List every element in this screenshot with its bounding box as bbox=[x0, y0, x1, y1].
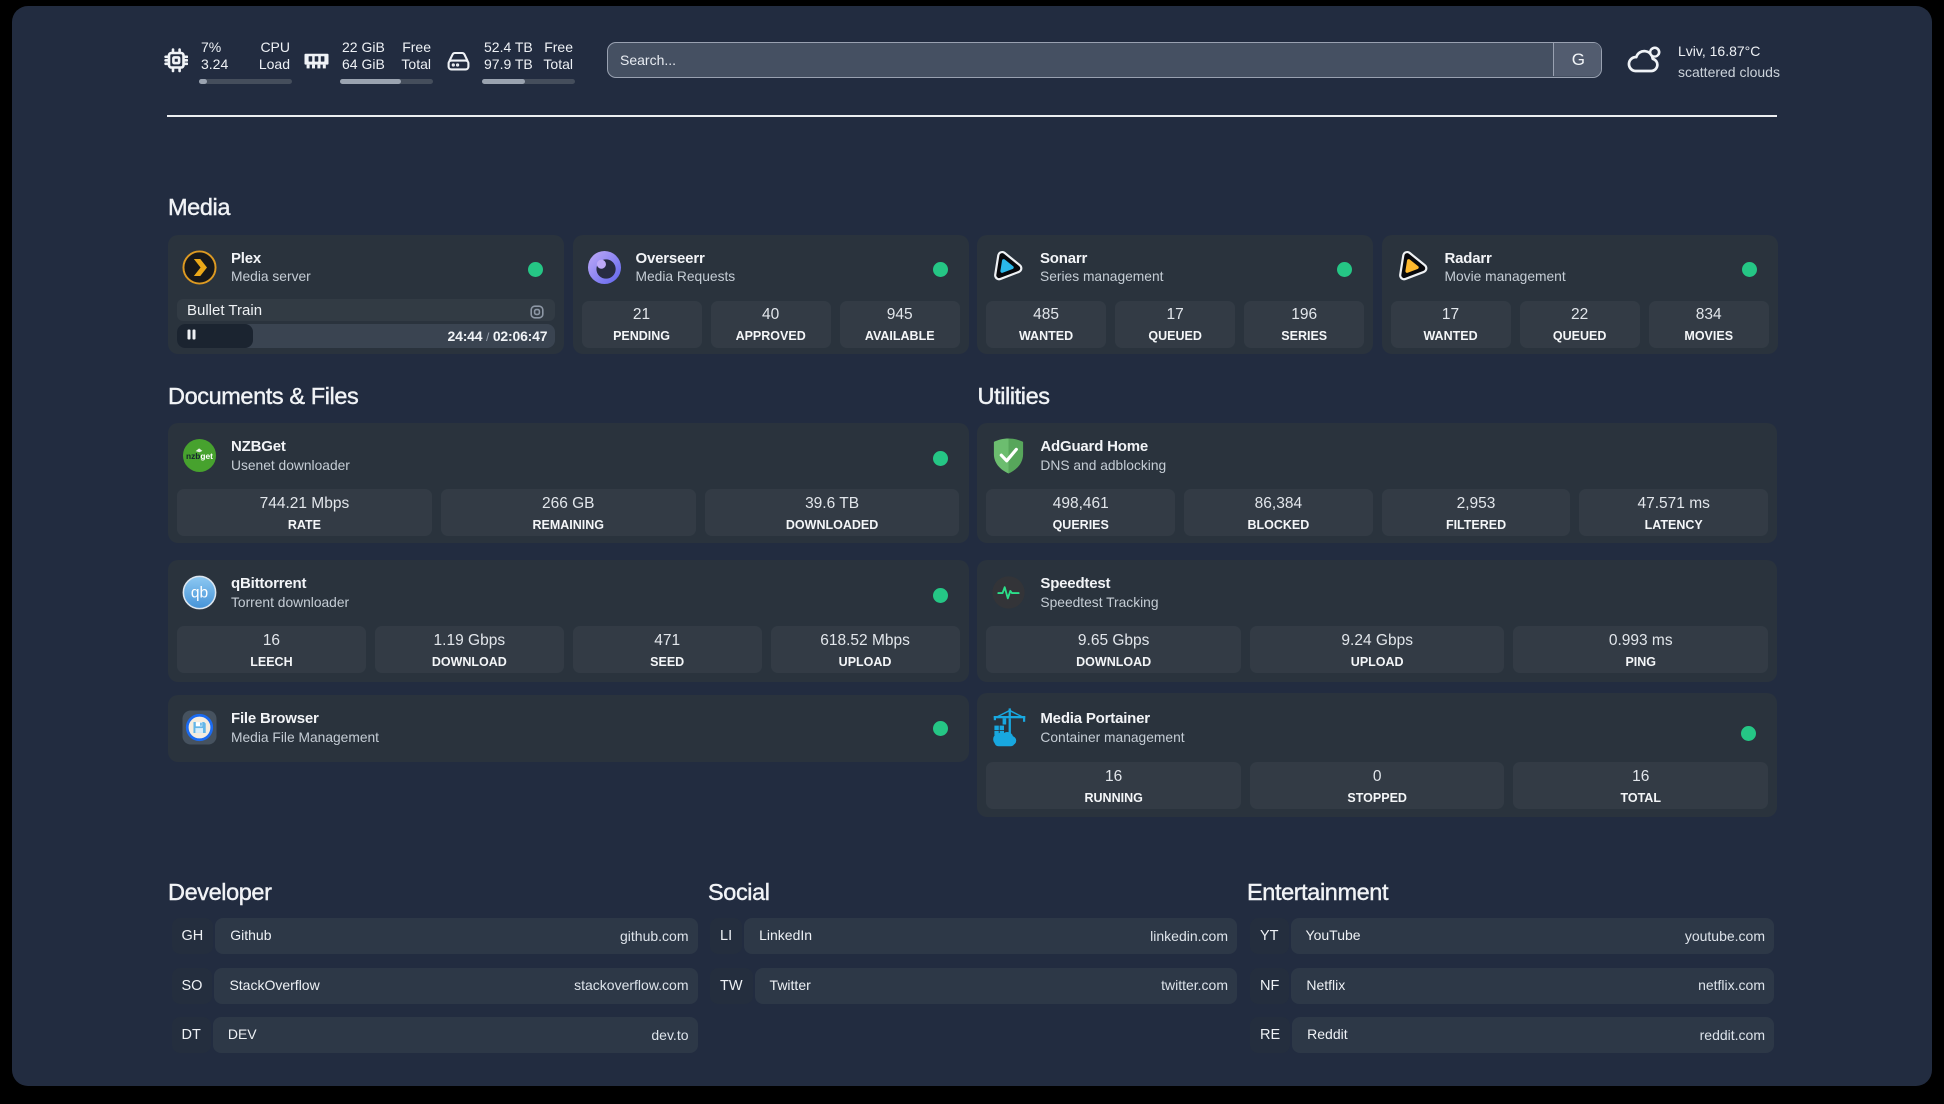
svg-text:nzbget: nzbget bbox=[186, 451, 213, 461]
svg-text:qb: qb bbox=[191, 585, 208, 602]
